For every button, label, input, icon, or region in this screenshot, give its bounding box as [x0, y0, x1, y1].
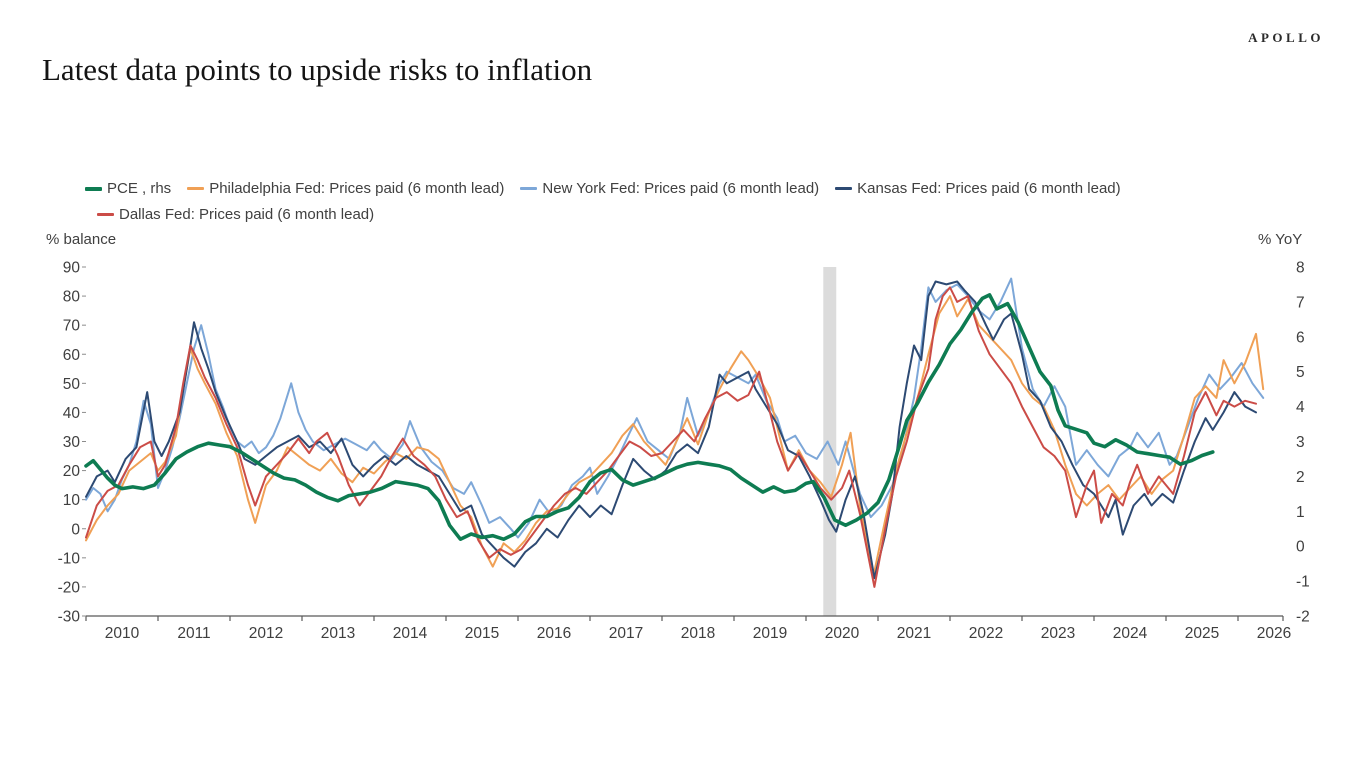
- x-tick-label: 2023: [1041, 625, 1075, 642]
- y-left-tick-label: 20: [63, 463, 81, 480]
- apollo-logo: APOLLO: [1248, 30, 1324, 45]
- y-left-tick-label: 0: [71, 521, 80, 538]
- legend-item-new-york: New York Fed: Prices paid (6 month lead): [520, 180, 819, 197]
- legend-label: Philadelphia Fed: Prices paid (6 month l…: [209, 180, 505, 197]
- x-tick-label: 2025: [1185, 625, 1219, 642]
- new-york-line-swatch: [520, 187, 538, 190]
- x-tick-label: 2017: [609, 625, 643, 642]
- y-left-tick-label: 90: [63, 260, 81, 277]
- y-right-tick-label: -2: [1296, 609, 1310, 626]
- series-line-kansas-fed-prices-paid-6-month-lead: [85, 280, 1257, 580]
- kansas-line-swatch: [835, 187, 853, 190]
- y-left-tick-label: -20: [58, 579, 81, 596]
- y-left-tick-label: 70: [63, 318, 81, 335]
- series-line-philadelphia-fed-prices-paid-6-month-lead: [85, 295, 1265, 580]
- page-title: Latest data points to upside risks to in…: [42, 52, 593, 87]
- legend-label: Kansas Fed: Prices paid (6 month lead): [857, 180, 1121, 197]
- y-right-tick-label: 1: [1296, 504, 1305, 521]
- x-tick-label: 2011: [177, 625, 210, 642]
- x-tick-label: 2024: [1113, 625, 1148, 642]
- legend-item-kansas: Kansas Fed: Prices paid (6 month lead): [835, 180, 1121, 197]
- y-right-tick-label: 4: [1296, 399, 1305, 416]
- legend-label: Dallas Fed: Prices paid (6 month lead): [119, 206, 375, 223]
- legend-item-dallas: Dallas Fed: Prices paid (6 month lead): [97, 206, 374, 223]
- y-right-tick-label: 8: [1296, 260, 1305, 277]
- x-tick-label: 2018: [681, 625, 715, 642]
- y-left-tick-label: 60: [63, 347, 81, 364]
- x-tick-label: 2012: [249, 625, 283, 642]
- y-left-tick-label: 30: [63, 434, 81, 451]
- legend-item-pce: PCE , rhs: [85, 180, 171, 197]
- y-right-tick-label: 6: [1296, 329, 1305, 346]
- x-tick-label: 2010: [105, 625, 140, 642]
- x-tick-label: 2015: [465, 625, 499, 642]
- recession-band: [823, 267, 837, 616]
- pce-line-swatch: [85, 186, 102, 191]
- y-left-tick-label: 80: [63, 289, 81, 306]
- x-tick-label: 2022: [969, 625, 1003, 642]
- philadelphia-line-swatch: [187, 187, 205, 190]
- series-line-pce-rhs: [84, 293, 1215, 542]
- y-right-tick-label: 0: [1296, 539, 1305, 556]
- left-axis-unit-label: % balance: [46, 231, 117, 248]
- y-right-tick-label: 7: [1296, 294, 1305, 311]
- y-right-tick-label: 5: [1296, 364, 1305, 381]
- x-tick-label: 2019: [753, 625, 787, 642]
- y-right-tick-label: -1: [1296, 574, 1310, 591]
- y-left-tick-label: -30: [58, 609, 81, 626]
- y-left-tick-label: 40: [63, 405, 81, 422]
- y-left-tick-label: 50: [63, 376, 81, 393]
- series-line-dallas-fed-prices-paid-6-month-lead: [85, 286, 1257, 588]
- x-tick-label: 2013: [321, 625, 355, 642]
- y-right-tick-label: 2: [1296, 469, 1305, 486]
- dallas-line-swatch: [97, 213, 114, 216]
- x-tick-label: 2026: [1257, 625, 1291, 642]
- legend-label: New York Fed: Prices paid (6 month lead): [542, 180, 820, 197]
- y-left-tick-label: -10: [58, 550, 81, 567]
- x-tick-label: 2014: [393, 625, 428, 642]
- legend-item-philadelphia: Philadelphia Fed: Prices paid (6 month l…: [187, 180, 504, 197]
- right-axis-unit-label: % YoY: [1258, 231, 1303, 248]
- chart-legend: PCE , rhs Philadelphia Fed: Prices paid …: [85, 180, 1285, 223]
- x-tick-label: 2016: [537, 625, 571, 642]
- y-right-tick-label: 3: [1296, 434, 1305, 451]
- x-tick-label: 2020: [825, 625, 860, 642]
- legend-label: PCE , rhs: [107, 180, 172, 197]
- y-left-tick-label: 10: [63, 492, 81, 509]
- x-tick-label: 2021: [897, 625, 931, 642]
